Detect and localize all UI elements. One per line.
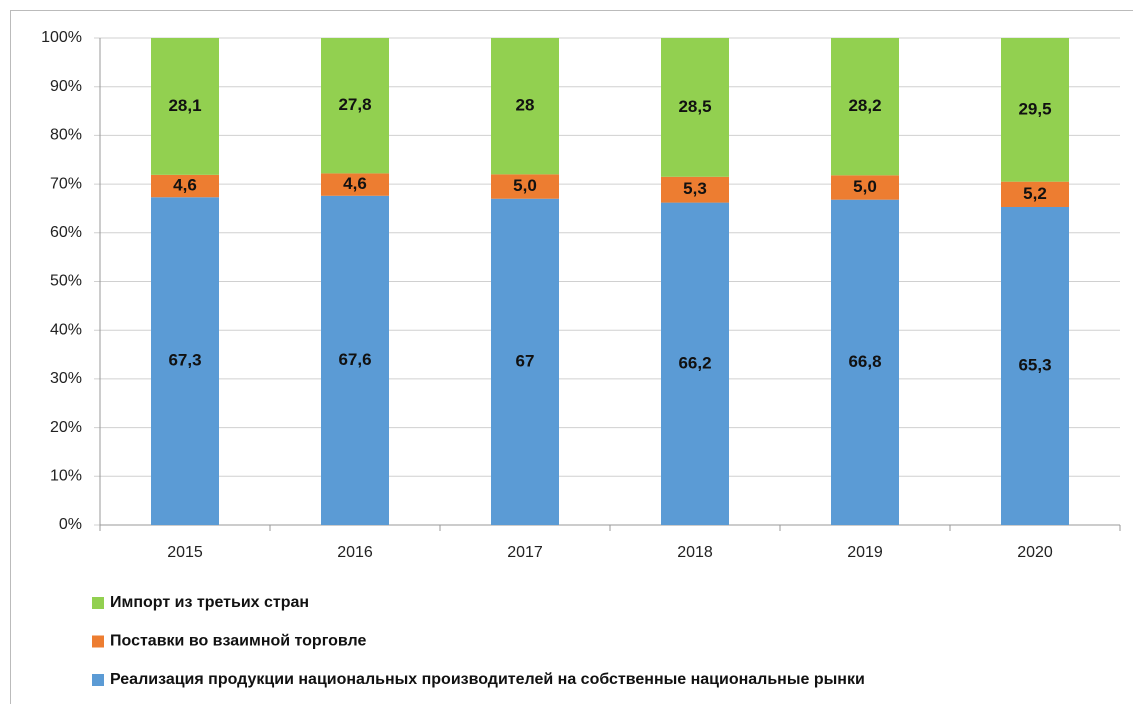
bar-segment bbox=[321, 173, 389, 196]
bar-segment bbox=[151, 174, 219, 198]
x-tick-label: 2016 bbox=[337, 544, 373, 561]
y-tick-label: 20% bbox=[50, 419, 82, 436]
x-tick-label: 2017 bbox=[507, 544, 543, 561]
legend-label: Импорт из третьих стран bbox=[110, 594, 309, 611]
bar-segment bbox=[321, 38, 389, 174]
legend-swatch bbox=[92, 674, 104, 686]
y-tick-label: 70% bbox=[50, 175, 82, 192]
y-tick-label: 0% bbox=[59, 516, 82, 533]
data-label: 67,6 bbox=[338, 350, 371, 369]
y-tick-label: 80% bbox=[50, 127, 82, 144]
bar-segment bbox=[831, 175, 899, 200]
data-label: 67 bbox=[516, 351, 535, 370]
data-label: 28 bbox=[516, 96, 535, 115]
data-label: 28,5 bbox=[678, 97, 711, 116]
legend-label: Поставки во взаимной торговле bbox=[110, 633, 367, 650]
legend-swatch bbox=[92, 635, 104, 648]
data-label: 5,3 bbox=[683, 179, 707, 198]
bar-segment bbox=[1001, 181, 1069, 207]
legend-label: Реализация продукции национальных произв… bbox=[110, 671, 865, 688]
legend-swatch bbox=[92, 597, 104, 609]
bar-segment bbox=[831, 38, 899, 176]
y-tick-label: 40% bbox=[50, 321, 82, 338]
bar-segment bbox=[151, 38, 219, 175]
x-tick-label: 2018 bbox=[677, 544, 713, 561]
bar-segment bbox=[1001, 206, 1069, 525]
x-tick-label: 2015 bbox=[167, 544, 203, 561]
bar-segment bbox=[151, 197, 219, 525]
data-label: 28,2 bbox=[848, 96, 881, 115]
data-label: 5,2 bbox=[1023, 184, 1047, 203]
y-tick-label: 90% bbox=[50, 78, 82, 95]
x-tick-label: 2020 bbox=[1017, 544, 1053, 561]
bar-segment bbox=[831, 199, 899, 525]
bar-segment bbox=[491, 174, 559, 199]
chart-frame bbox=[10, 10, 1133, 704]
bar-segment bbox=[661, 38, 729, 177]
bar-segment bbox=[491, 198, 559, 525]
data-label: 67,3 bbox=[168, 351, 201, 370]
data-label: 65,3 bbox=[1018, 355, 1051, 374]
y-tick-label: 10% bbox=[50, 468, 82, 485]
data-label: 28,1 bbox=[168, 96, 201, 115]
data-label: 66,8 bbox=[848, 352, 881, 371]
y-tick-label: 30% bbox=[50, 370, 82, 387]
bar-segment bbox=[321, 195, 389, 525]
y-tick-label: 100% bbox=[41, 29, 82, 46]
y-tick-label: 60% bbox=[50, 224, 82, 241]
data-label: 66,2 bbox=[678, 353, 711, 372]
bar-segment bbox=[1001, 38, 1069, 182]
bar-segment bbox=[661, 202, 729, 525]
data-label: 29,5 bbox=[1018, 99, 1051, 118]
y-tick-label: 50% bbox=[50, 273, 82, 290]
bar-segment bbox=[491, 38, 559, 175]
data-label: 5,0 bbox=[853, 177, 877, 196]
data-label: 5,0 bbox=[513, 176, 537, 195]
data-label: 4,6 bbox=[173, 176, 197, 195]
data-label: 27,8 bbox=[338, 95, 371, 114]
data-label: 4,6 bbox=[343, 174, 367, 193]
bar-segment bbox=[661, 176, 729, 203]
x-tick-label: 2019 bbox=[847, 544, 883, 561]
